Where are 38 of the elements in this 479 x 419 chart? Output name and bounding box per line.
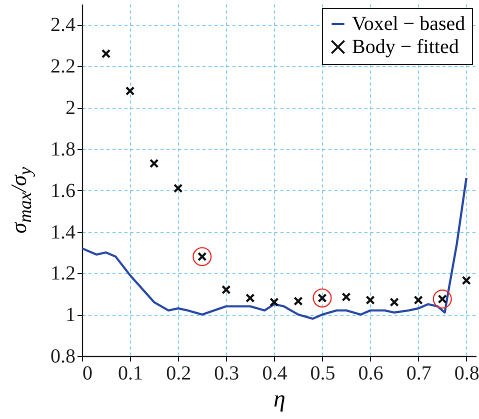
point xyxy=(246,293,255,303)
y-tick-label: 2 xyxy=(66,97,76,120)
point xyxy=(432,290,452,309)
point xyxy=(270,298,279,307)
point xyxy=(312,288,332,308)
point xyxy=(222,285,231,294)
y-tick-label: 1.6 xyxy=(50,180,76,202)
y-tick-label: 1 xyxy=(66,304,76,326)
point xyxy=(125,86,135,96)
y-tick-label: 1.4 xyxy=(50,221,76,244)
point xyxy=(342,292,351,302)
x-tick-label: 0.1 xyxy=(118,362,144,384)
y-tick-label: 1.2 xyxy=(50,262,76,285)
x-tick-label: 0.5 xyxy=(310,362,336,384)
legend-label: Body − fitted xyxy=(352,36,459,58)
x-tick-label: 0.7 xyxy=(406,362,432,384)
x-tick-label: 0.2 xyxy=(166,362,192,384)
line-series xyxy=(82,176,468,320)
point xyxy=(366,295,375,305)
point xyxy=(101,49,111,58)
y-tick-label: 2.4 xyxy=(50,14,76,36)
x-tick-label: 0.4 xyxy=(262,362,288,384)
point xyxy=(149,158,159,168)
x-tick-label: 0.8 xyxy=(454,362,479,384)
x-tick-label: 0 xyxy=(82,362,92,384)
x-tick-label: 0.3 xyxy=(214,362,240,384)
y-tick-label: 1.8 xyxy=(50,138,76,160)
x-axis-title: η xyxy=(274,386,286,412)
point xyxy=(192,247,212,266)
point xyxy=(462,276,472,286)
point xyxy=(173,184,183,193)
point xyxy=(414,295,423,305)
y-tick-label: 2.2 xyxy=(50,56,76,78)
y-tick-label: 0.8 xyxy=(50,346,76,368)
point xyxy=(294,296,303,306)
x-tick-label: 0.6 xyxy=(358,362,384,384)
point xyxy=(390,298,399,307)
legend-label: Voxel − based xyxy=(352,13,466,35)
